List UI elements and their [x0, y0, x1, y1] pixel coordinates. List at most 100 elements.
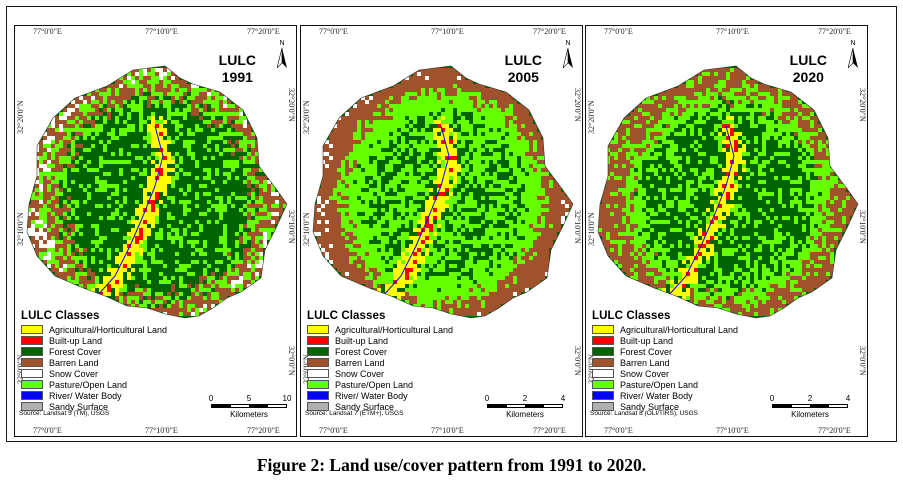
- map-title-year: 1991: [221, 69, 253, 85]
- coord-top-label: 77°10'0"E: [145, 27, 178, 36]
- legend-swatch: [592, 402, 614, 411]
- lulc-map-1991: [26, 65, 288, 319]
- map-title-year: 2005: [507, 69, 539, 85]
- legend-item: River/ Water Body: [592, 390, 792, 401]
- legend-item: Forest Cover: [307, 346, 507, 357]
- coord-left-label: 32°10'0"N: [16, 212, 25, 246]
- lulc-map-2020: [597, 65, 859, 319]
- legend-swatch: [307, 336, 329, 345]
- legend-item: Sandy Surface: [592, 401, 792, 412]
- scale-tick-label: 4: [845, 394, 851, 403]
- legend-label: Built-up Land: [620, 335, 674, 346]
- legend-swatch: [592, 391, 614, 400]
- legend-label: River/ Water Body: [335, 390, 408, 401]
- legend-label: Agricultural/Horticultural Land: [49, 324, 168, 335]
- coord-bottom-label: 77°0'0"E: [604, 426, 633, 435]
- legend-label: Pasture/Open Land: [620, 379, 699, 390]
- scale-bar: 0 2 4 Kilometers: [485, 394, 566, 434]
- legend-item: Sandy Surface: [307, 401, 507, 412]
- legend-label: River/ Water Body: [49, 390, 122, 401]
- coord-top-label: 77°10'0"E: [431, 27, 464, 36]
- scale-unit-label: Kilometers: [791, 410, 829, 419]
- legend-label: Forest Cover: [620, 346, 673, 357]
- legend-label: Sandy Surface: [335, 401, 395, 412]
- legend-swatch: [307, 369, 329, 378]
- map-title: LULC 2020: [790, 52, 827, 86]
- legend-swatch: [307, 402, 329, 411]
- legend-swatch: [21, 391, 43, 400]
- coord-right-label: 32°10'0"N: [287, 210, 296, 244]
- coord-top-label: 77°0'0"E: [319, 27, 348, 36]
- coord-right-label: 32°0'0"N: [287, 346, 296, 376]
- map-title-line1: LULC: [789, 52, 827, 68]
- data-source-note: Source: Landsat 8 (OLI/TIRS), USGS: [590, 410, 699, 417]
- scale-bar: 0 5 10 Kilometers: [209, 394, 292, 434]
- coord-left-label: 32°20'0"N: [16, 100, 25, 134]
- legend-label: Pasture/Open Land: [49, 379, 128, 390]
- legend-swatch: [21, 347, 43, 356]
- legend-swatch: [307, 391, 329, 400]
- legend-item: Barren Land: [21, 357, 221, 368]
- legend-label: Barren Land: [620, 357, 670, 368]
- legend-item: Snow Cover: [21, 368, 221, 379]
- legend-swatch: [592, 380, 614, 389]
- legend-label: Snow Cover: [620, 368, 670, 379]
- lulc-legend: LULC Classes Agricultural/Horticultural L…: [307, 310, 507, 412]
- legend-label: Sandy Surface: [620, 401, 680, 412]
- legend-label: Agricultural/Horticultural Land: [620, 324, 739, 335]
- legend-label: Agricultural/Horticultural Land: [335, 324, 454, 335]
- coord-left-label: 32°20'0"N: [587, 100, 596, 134]
- scale-tick-label: 4: [560, 394, 566, 403]
- coord-left-label: 32°10'0"N: [302, 212, 311, 246]
- lulc-map-panel-1991: 77°0'0"E 77°10'0"E 77°20'0"E 32°20'0"N 32°10…: [14, 25, 297, 437]
- catchment-boundary: [597, 65, 859, 319]
- legend-title: LULC Classes: [307, 310, 386, 322]
- lulc-map-panel-2020: 77°0'0"E 77°10'0"E 77°20'0"E 32°20'0"N 32°10…: [585, 25, 868, 437]
- coord-bottom-label: 77°0'0"E: [33, 426, 62, 435]
- legend-label: Forest Cover: [49, 346, 102, 357]
- scale-tick-label: 0: [769, 394, 775, 403]
- coord-right-label: 32°10'0"N: [573, 210, 582, 244]
- legend-label: Snow Cover: [335, 368, 385, 379]
- north-arrow-icon: N: [561, 40, 575, 70]
- data-source-note: Source: Landsat 5 (TM), USGS: [19, 410, 110, 417]
- coord-bottom-label: 77°20'0"E: [533, 426, 566, 435]
- legend-item: Forest Cover: [21, 346, 221, 357]
- legend-item: Built-up Land: [592, 335, 792, 346]
- lulc-map-2005: [312, 65, 574, 319]
- data-source-note: Source: Landsat 7 (ETM+), USGS: [305, 410, 404, 417]
- legend-label: Snow Cover: [49, 368, 99, 379]
- river-line: [382, 125, 450, 297]
- scale-tick-label: 2: [807, 394, 813, 403]
- coord-right-label: 32°20'0"N: [287, 88, 296, 122]
- scale-unit-label: Kilometers: [230, 410, 268, 419]
- coord-right-label: 32°0'0"N: [858, 346, 867, 376]
- river-line: [667, 125, 735, 297]
- north-arrow-icon: N: [275, 40, 289, 70]
- legend-swatch: [592, 347, 614, 356]
- legend-title: LULC Classes: [592, 310, 671, 322]
- coord-top-label: 77°10'0"E: [716, 27, 749, 36]
- legend-item: Pasture/Open Land: [21, 379, 221, 390]
- legend-swatch: [21, 369, 43, 378]
- coord-bottom-label: 77°20'0"E: [247, 426, 280, 435]
- coord-bottom-label: 77°0'0"E: [319, 426, 348, 435]
- legend-swatch: [21, 380, 43, 389]
- legend-label: Barren Land: [335, 357, 385, 368]
- scale-tick-label: 5: [246, 394, 252, 403]
- lulc-legend: LULC Classes Agricultural/Horticultural L…: [592, 310, 792, 412]
- legend-item: Agricultural/Horticultural Land: [307, 324, 507, 335]
- scale-bar: 0 2 4 Kilometers: [769, 394, 851, 434]
- coord-right-label: 32°10'0"N: [858, 210, 867, 244]
- coord-top-label: 77°20'0"E: [247, 27, 280, 36]
- legend-label: Barren Land: [49, 357, 99, 368]
- legend-item: River/ Water Body: [21, 390, 221, 401]
- coord-top-label: 77°20'0"E: [533, 27, 566, 36]
- legend-label: Built-up Land: [49, 335, 103, 346]
- figure-caption: Figure 2: Land use/cover pattern from 19…: [256, 455, 647, 475]
- coord-bottom-label: 77°20'0"E: [818, 426, 851, 435]
- coord-top-label: 77°0'0"E: [33, 27, 62, 36]
- coord-left-label: 32°10'0"N: [587, 212, 596, 246]
- legend-item: Agricultural/Horticultural Land: [21, 324, 221, 335]
- legend-swatch: [592, 336, 614, 345]
